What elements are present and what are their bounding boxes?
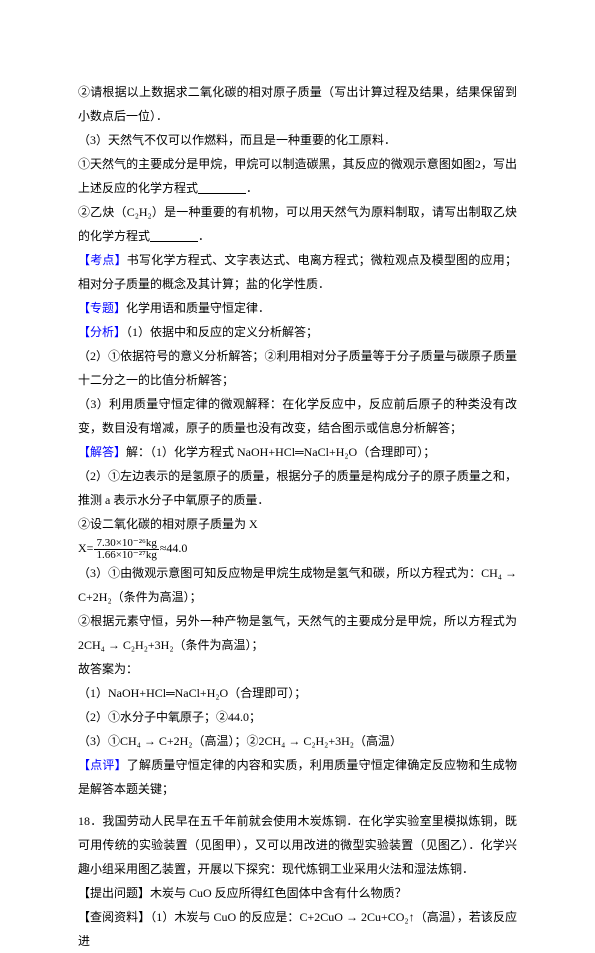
jieda-lead: 解：（1）化学方程式 NaOH+HCl═NaCl+H₂O（合理即可）； (126, 445, 435, 459)
jieda-label: 【解答】 (78, 445, 126, 459)
kaodian-text: 书写化学方程式、文字表达式、电离方程式；微粒观点及模型图的应用；相对分子质量的概… (78, 253, 517, 291)
dianping-section: 【点评】了解质量守恒定律的内容和实质，利用质量守恒定律确定反应物和生成物是解答本… (78, 753, 517, 801)
jieda-ans-2: （2）①水分子中氧原子；②44.0； (78, 705, 517, 729)
zhuanti-label: 【专题】 (78, 301, 126, 315)
kaodian-section: 【考点】书写化学方程式、文字表达式、电离方程式；微粒观点及模型图的应用；相对分子… (78, 248, 517, 296)
intro-p1: ②请根据以上数据求二氧化碳的相对原子质量（写出计算过程及结果，结果保留到小数点后… (78, 80, 517, 128)
intro-p2: （3）天然气不仅可以作燃料，而且是一种重要的化工原料． (78, 128, 517, 152)
jieda-ans-3: （3）①CH₄ → C+2H₂（高温）；②2CH₄ → C₂H₂+3H₂（高温） (78, 729, 517, 753)
dianping-label: 【点评】 (78, 758, 127, 772)
jieda-ans-0: 故答案为： (78, 657, 517, 681)
question-stem: 18．我国劳动人民早在五千年前就会使用木炭炼铜．在化学实验室里模拟炼铜，既可用传… (78, 809, 517, 881)
intro-p4: ②乙炔（C₂H₂）是一种重要的有机物，可以用天然气为原料制取，请写出制取乙炔的化… (78, 200, 517, 248)
jieda-item2-1: ②根据元素守恒，另外一种产物是氢气，天然气的主要成分是甲烷，所以方程式为 2CH… (78, 609, 517, 657)
jieda-item2-0: （3）①由微观示意图可知反应物是甲烷生成物是氢气和碳，所以方程式为：CH₄ → … (78, 561, 517, 609)
calc-tail: ≈44.0 (160, 541, 188, 555)
fenxi-label: 【分析】 (78, 325, 126, 339)
fenxi-item-2: （3）利用质量守恒定律的微观解释：在化学反应中，反应前后原子的种类没有改变，数目… (78, 392, 517, 440)
intro-p4-text: ②乙炔（C₂H₂）是一种重要的有机物，可以用天然气为原料制取，请写出制取乙炔的化… (78, 205, 517, 243)
question-p3: 【查阅资料】（1）木炭与 CuO 的反应是：C+2CuO → 2Cu+CO₂↑（… (78, 905, 517, 953)
zhuanti-text: 化学用语和质量守恒定律． (126, 301, 270, 315)
fenxi-item-1: （2）①依据符号的意义分析解答；②利用相对分子质量等于分子质量与碳原子质量十二分… (78, 344, 517, 392)
jieda-ans-1: （1）NaOH+HCl═NaCl+H₂O（合理即可）； (78, 681, 517, 705)
kaodian-label: 【考点】 (78, 253, 127, 267)
frac-num: 7.30×10⁻²⁶kg (94, 538, 158, 550)
calc-label: X= (78, 541, 93, 555)
jieda-item-0: （2）①左边表示的是氢原子的质量，根据分子的质量是构成分子的原子质量之和，推测 … (78, 464, 517, 512)
jieda-item-1: ②设二氧化碳的相对原子质量为 X (78, 512, 517, 536)
blank-2 (150, 229, 198, 243)
question-p2: 【提出问题】木炭与 CuO 反应所得红色固体中含有什么物质？ (78, 881, 517, 905)
zhuanti-section: 【专题】化学用语和质量守恒定律． (78, 296, 517, 320)
frac-den: 1.66×10⁻²⁷kg (94, 550, 158, 561)
jieda-section: 【解答】解：（1）化学方程式 NaOH+HCl═NaCl+H₂O（合理即可）； (78, 440, 517, 464)
question-num: 18． (78, 814, 102, 828)
question-stem-text: 我国劳动人民早在五千年前就会使用木炭炼铜．在化学实验室里模拟炼铜，既可用传统的实… (78, 814, 517, 876)
jieda-calc: X=7.30×10⁻²⁶kg1.66×10⁻²⁷kg≈44.0 (78, 536, 517, 561)
dianping-text: 了解质量守恒定律的内容和实质，利用质量守恒定律确定反应物和生成物是解答本题关键； (78, 758, 517, 796)
fraction: 7.30×10⁻²⁶kg1.66×10⁻²⁷kg (94, 538, 158, 561)
fenxi-section: 【分析】（1）依据中和反应的定义分析解答； (78, 320, 517, 344)
intro-p3-text: ①天然气的主要成分是甲烷，甲烷可以制造碳黑，其反应的微观示意图如图2，写出上述反… (78, 157, 517, 195)
intro-p3: ①天然气的主要成分是甲烷，甲烷可以制造碳黑，其反应的微观示意图如图2，写出上述反… (78, 152, 517, 200)
blank-1 (198, 181, 246, 195)
fenxi-item-0: （1）依据中和反应的定义分析解答； (126, 325, 318, 339)
